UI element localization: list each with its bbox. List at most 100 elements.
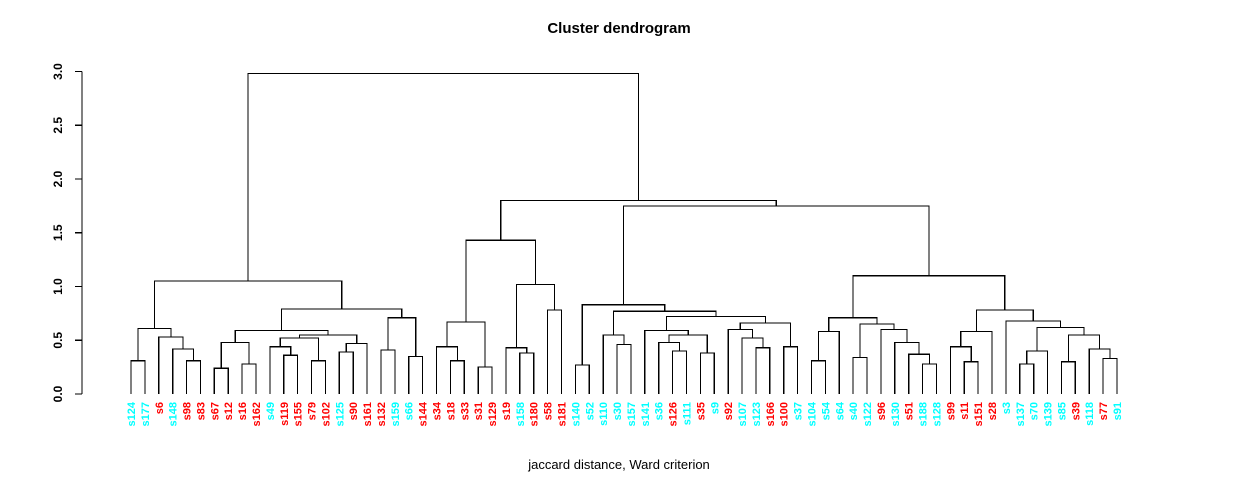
leaf-label-s181: s181 bbox=[557, 402, 569, 426]
leaf-label-s12: s12 bbox=[223, 402, 235, 420]
leaf-label-s70: s70 bbox=[1029, 402, 1041, 420]
cluster-link bbox=[852, 356, 868, 394]
leaf-label-s90: s90 bbox=[348, 402, 360, 420]
leaf-label-s30: s30 bbox=[612, 402, 624, 420]
cluster-link bbox=[880, 328, 908, 394]
cluster-link bbox=[185, 360, 201, 394]
cluster-link bbox=[449, 360, 465, 394]
cluster-link bbox=[234, 330, 329, 343]
cluster-link bbox=[623, 205, 930, 305]
leaf-label-s91: s91 bbox=[1112, 402, 1124, 420]
x-axis-label: jaccard distance, Ward criterion bbox=[528, 457, 710, 472]
leaf-label-s37: s37 bbox=[793, 402, 805, 420]
cluster-link bbox=[269, 346, 292, 394]
cluster-link bbox=[158, 336, 184, 394]
leaf-label-s79: s79 bbox=[307, 402, 319, 420]
cluster-link bbox=[435, 346, 458, 394]
cluster-link bbox=[741, 337, 764, 394]
leaf-label-s129: s129 bbox=[487, 402, 499, 426]
y-tick-label: 2.5 bbox=[51, 117, 65, 134]
leaf-label-s28: s28 bbox=[987, 402, 999, 420]
cluster-link bbox=[279, 337, 320, 361]
cluster-link bbox=[345, 342, 368, 394]
cluster-link bbox=[817, 331, 840, 394]
leaf-label-s11: s11 bbox=[959, 402, 971, 420]
leaf-label-s161: s161 bbox=[362, 402, 374, 426]
cluster-link bbox=[515, 283, 556, 348]
leaf-label-s122: s122 bbox=[862, 402, 874, 426]
leaf-label-s110: s110 bbox=[598, 402, 610, 426]
y-tick-label: 2.0 bbox=[51, 170, 65, 187]
leaf-label-s35: s35 bbox=[695, 402, 707, 420]
cluster-link bbox=[616, 344, 632, 394]
leaf-label-s180: s180 bbox=[529, 402, 541, 426]
cluster-link bbox=[505, 347, 528, 394]
leaf-label-s137: s137 bbox=[1015, 402, 1027, 426]
cluster-link bbox=[949, 346, 972, 394]
leaf-label-s151: s151 bbox=[973, 402, 985, 426]
leaf-label-s124: s124 bbox=[126, 401, 138, 426]
cluster-link bbox=[247, 73, 640, 282]
leaf-labels: s124 s177 s6 s148 s98 s83 s67 s12 s16 s162 s49 s119… bbox=[126, 401, 1124, 426]
leaf-label-s125: s125 bbox=[334, 402, 346, 426]
cluster-link bbox=[338, 351, 354, 394]
cluster-link bbox=[1036, 326, 1085, 351]
leaf-label-s33: s33 bbox=[459, 402, 471, 420]
cluster-link bbox=[130, 360, 146, 394]
leaf-label-s132: s132 bbox=[376, 402, 388, 426]
leaf-label-s58: s58 bbox=[543, 402, 555, 420]
cluster-link bbox=[908, 353, 931, 394]
leaf-label-s40: s40 bbox=[848, 402, 860, 420]
leaf-label-s83: s83 bbox=[195, 402, 207, 420]
leaf-label-s139: s139 bbox=[1043, 402, 1055, 426]
leaf-label-s188: s188 bbox=[918, 402, 930, 426]
cluster-link bbox=[172, 348, 195, 394]
leaf-label-s111: s111 bbox=[682, 402, 694, 425]
cluster-link bbox=[922, 363, 938, 394]
cluster-link bbox=[281, 308, 403, 331]
cluster-link bbox=[519, 352, 535, 394]
cluster-link bbox=[755, 347, 771, 394]
leaf-label-s140: s140 bbox=[570, 402, 582, 426]
cluster-link bbox=[137, 327, 172, 361]
cluster-link bbox=[574, 364, 590, 394]
leaf-label-s54: s54 bbox=[820, 401, 832, 420]
leaf-label-s158: s158 bbox=[515, 402, 527, 426]
leaf-label-s67: s67 bbox=[209, 402, 221, 420]
cluster-link bbox=[153, 280, 343, 329]
leaf-label-s102: s102 bbox=[320, 402, 332, 426]
cluster-link bbox=[387, 317, 417, 357]
cluster-link bbox=[213, 367, 229, 394]
cluster-links bbox=[130, 73, 1118, 394]
leaf-label-s144: s144 bbox=[418, 401, 430, 426]
leaf-label-s6: s6 bbox=[154, 402, 166, 414]
leaf-label-s104: s104 bbox=[807, 401, 819, 426]
leaf-label-s51: s51 bbox=[904, 402, 916, 420]
cluster-link bbox=[668, 334, 708, 354]
cluster-link bbox=[298, 334, 358, 344]
cluster-link bbox=[739, 322, 792, 347]
leaf-label-s123: s123 bbox=[751, 402, 763, 426]
cluster-link bbox=[310, 360, 326, 394]
leaf-label-s39: s39 bbox=[1070, 402, 1082, 420]
y-tick-label: 3.0 bbox=[51, 63, 65, 80]
cluster-link bbox=[1026, 350, 1049, 394]
cluster-link bbox=[1019, 363, 1035, 394]
cluster-link bbox=[960, 331, 993, 394]
cluster-link bbox=[699, 352, 715, 394]
leaf-label-s177: s177 bbox=[140, 402, 152, 426]
leaf-label-s3: s3 bbox=[1001, 402, 1013, 414]
leaf-label-s16: s16 bbox=[237, 402, 249, 420]
leaf-label-s100: s100 bbox=[779, 402, 791, 426]
cluster-link bbox=[963, 361, 979, 394]
leaf-label-s66: s66 bbox=[404, 402, 416, 420]
leaf-label-s157: s157 bbox=[626, 402, 638, 426]
leaf-label-s141: s141 bbox=[640, 402, 652, 426]
leaf-label-s31: s31 bbox=[473, 402, 485, 420]
leaf-label-s159: s159 bbox=[390, 402, 402, 426]
cluster-link bbox=[783, 346, 799, 394]
leaf-label-s34: s34 bbox=[432, 401, 444, 420]
cluster-link bbox=[727, 328, 754, 394]
leaf-label-s148: s148 bbox=[168, 402, 180, 426]
